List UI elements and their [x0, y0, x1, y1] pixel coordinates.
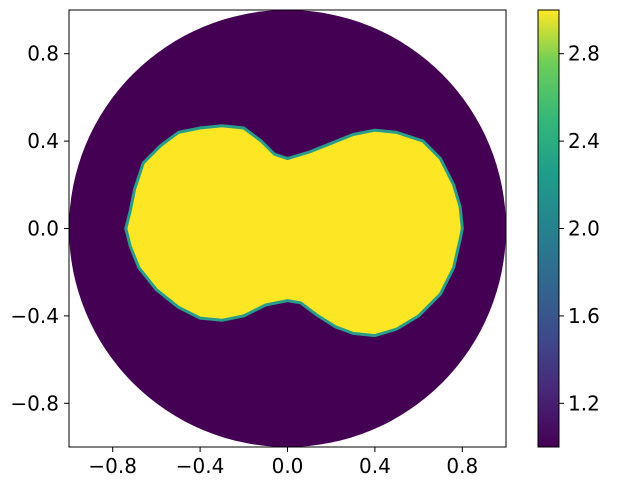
colorbar-tick-label: 2.8 [568, 42, 600, 66]
y-tick-label: 0.8 [27, 42, 59, 66]
colorbar: 2.8 2.4 2.0 1.6 1.2 [537, 9, 600, 448]
y-tick-label: 0.4 [27, 129, 59, 153]
y-tick-label: −0.8 [10, 391, 59, 415]
colorbar-ticks: 2.8 2.4 2.0 1.6 1.2 [559, 42, 600, 415]
plot-area [69, 10, 506, 447]
x-tick-label: −0.8 [88, 454, 137, 478]
colorbar-tick-label: 1.2 [568, 391, 600, 415]
inner-region [124, 124, 464, 338]
colorbar-gradient [537, 9, 560, 448]
colorbar-tick-label: 1.6 [568, 304, 600, 328]
x-tick-label: 0.0 [272, 454, 304, 478]
y-tick-label: 0.0 [27, 217, 59, 241]
x-axis: −0.8 −0.4 0.0 0.4 0.8 [88, 447, 478, 478]
colorbar-tick-label: 2.0 [568, 217, 600, 241]
x-tick-label: 0.4 [359, 454, 391, 478]
y-axis: 0.8 0.4 0.0 −0.4 −0.8 [10, 42, 69, 415]
x-tick-label: 0.8 [446, 454, 478, 478]
y-tick-label: −0.4 [10, 304, 59, 328]
colorbar-tick-label: 2.4 [568, 129, 600, 153]
x-tick-label: −0.4 [176, 454, 225, 478]
